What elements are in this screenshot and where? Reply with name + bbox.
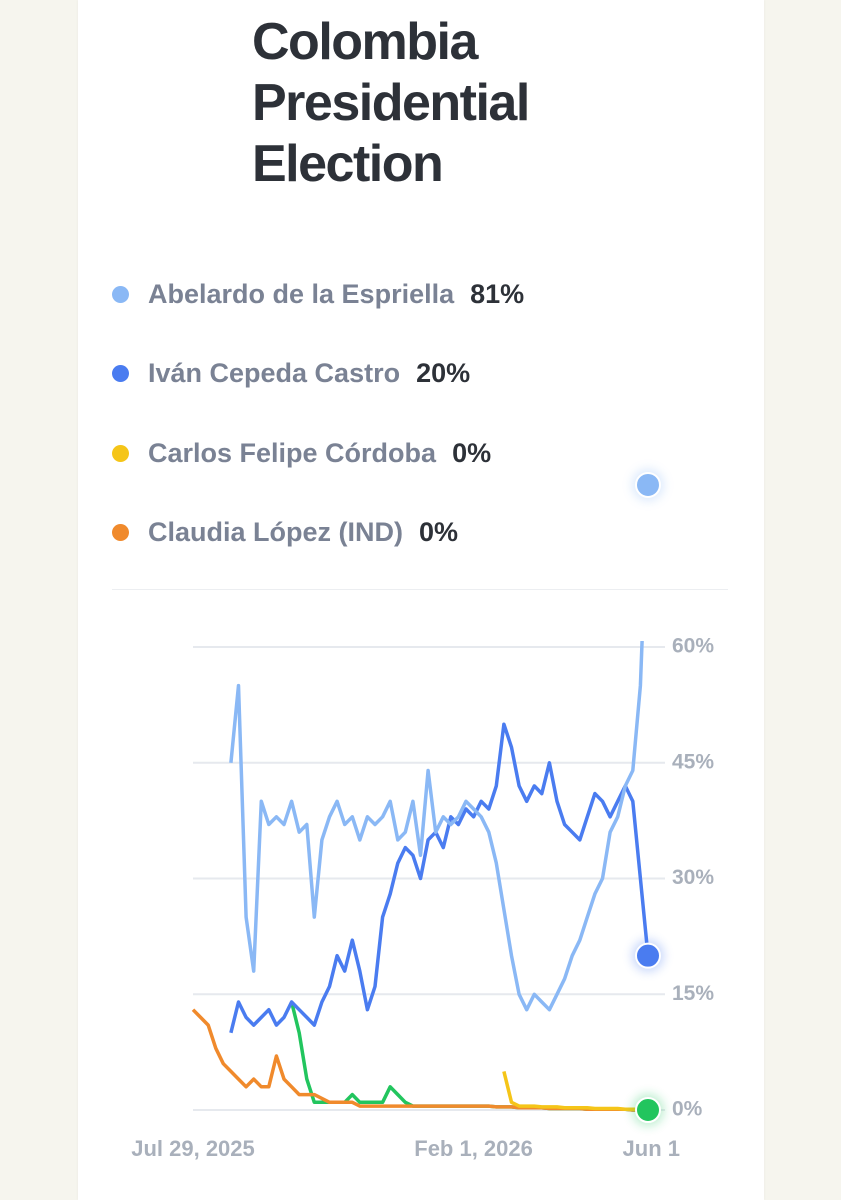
legend-label: Abelardo de la Espriella xyxy=(148,278,455,309)
legend-dot xyxy=(112,524,129,541)
legend-value: 0% xyxy=(452,437,492,468)
y-tick-label: 45% xyxy=(672,750,714,773)
legend-label: Carlos Felipe Córdoba xyxy=(148,437,437,468)
series-line xyxy=(191,1008,648,1112)
series-line xyxy=(289,1001,648,1112)
x-tick-label: Feb 1, 2026 xyxy=(414,1136,533,1161)
legend-item: Iván Cepeda Castro 20% xyxy=(112,356,470,392)
legend-dot xyxy=(112,285,129,303)
x-tick-label: Jun 1 xyxy=(623,1136,680,1161)
series-line xyxy=(229,722,650,1034)
legend-value: 20% xyxy=(416,358,471,388)
series-line xyxy=(502,1070,649,1112)
legend-dot xyxy=(112,444,129,462)
legend-item: Claudia López (IND) 0% xyxy=(112,515,458,551)
legend-value: 0% xyxy=(419,517,459,547)
legend-item: Carlos Felipe Córdoba 0% xyxy=(112,435,491,471)
card xyxy=(78,0,764,1200)
legend-value: 81% xyxy=(470,278,525,309)
x-tick-label: Jul 29, 2025 xyxy=(131,1136,255,1161)
legend-label: Iván Cepeda Castro xyxy=(148,358,401,388)
end-marker xyxy=(635,1097,661,1123)
series-line xyxy=(229,641,644,1012)
y-tick-label: 30% xyxy=(672,866,714,889)
end-marker xyxy=(635,471,661,498)
legend-dot xyxy=(112,365,129,382)
legend-label: Claudia López (IND) xyxy=(148,517,403,547)
plot-lines xyxy=(191,641,650,1112)
y-tick-label: 60% xyxy=(672,635,714,658)
y-tick-label: 0% xyxy=(672,1098,703,1121)
legend-item: Abelardo de la Espriella 81% xyxy=(112,276,524,312)
chart-title: Colombia Presidential Election xyxy=(252,13,530,193)
y-tick-label: 15% xyxy=(672,982,714,1005)
end-marker xyxy=(635,942,661,969)
divider xyxy=(112,589,728,590)
